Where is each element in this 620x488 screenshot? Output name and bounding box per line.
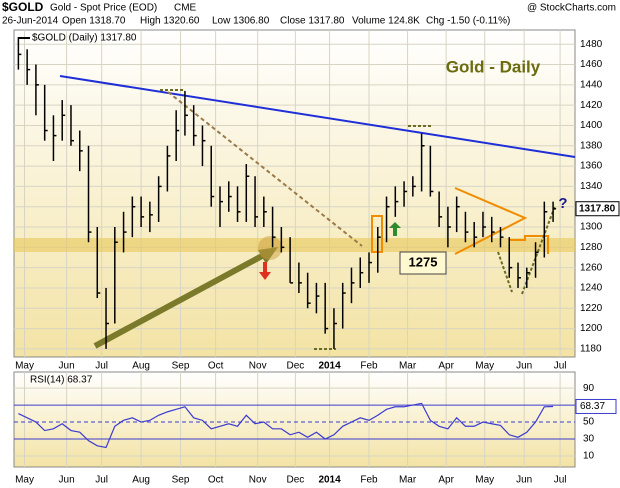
annotations: 1275 ? Gold - Daily $GOLD (Daily) 1317.8… [14,33,576,386]
x-tick-label: May [475,475,494,486]
x-tick-label: Jun [516,361,532,372]
y-tick-label: 10 [583,451,595,462]
question: ? [558,195,567,212]
y-tick-label: 1220 [580,303,603,314]
y-tick-label: 1360 [580,161,603,172]
x-tick-label: Apr [438,475,454,486]
grid [14,30,575,467]
x-tick-label: Dec [286,475,304,486]
resistance-line [59,75,576,158]
rsi-legend: RSI(14) 68.37 [30,375,93,386]
x-tick-label: Sep [172,475,190,486]
x-tick-label: Jun [59,361,75,372]
y-tick-label: 1340 [580,181,603,192]
level-box [399,251,447,275]
x-tick-label: Jul [554,475,567,486]
volume: Volume 124.8K [352,16,420,27]
y-tick-label: 1260 [580,262,603,273]
y-tick-label: 1480 [580,39,603,50]
x-tick-label: Feb [360,475,378,486]
x-tick-label: Jul [554,361,567,372]
x-tick-label: Aug [132,361,150,372]
x-tick-label: Mar [399,361,417,372]
y-tick-label: 1300 [580,222,603,233]
y-tick-label: 1180 [580,344,602,355]
x-tick-label: 2014 [318,361,341,372]
close: Close 1317.80 [280,16,345,27]
x-tick-label: May [475,361,494,372]
chart-title: Gold - Daily [446,57,541,76]
up-arrow [389,222,401,236]
y-tick-label: 1380 [580,140,603,151]
y-tick-label: 50 [583,417,595,428]
y-tick-label: 1460 [580,59,603,70]
rsi-tag-label: 68.37 [580,401,605,412]
open: Open 1318.70 [62,16,126,27]
y-tick-label: 30 [583,434,595,445]
price-tag [575,201,620,217]
level-label: 1275 [409,254,438,269]
date: 26-Jun-2014 [2,16,59,27]
x-tick-label: Dec [286,361,304,372]
x-tick-label: May [15,475,34,486]
y-tick-label: 1440 [580,79,603,90]
x-tick-label: Feb [360,361,378,372]
x-tick-label: May [15,361,34,372]
rsi-tag [575,398,617,414]
box [371,215,383,253]
box [510,235,549,254]
x-tick-label: 2014 [318,475,341,486]
ohlc-bars [17,37,557,349]
x-tick-label: Aug [132,475,150,486]
triangle [454,187,528,255]
change: Chg -1.50 (-0.11%) [426,16,510,27]
symbol: $GOLD [2,0,44,14]
uptrend-arrow [93,253,264,349]
y-tick-label: 1420 [580,100,603,111]
price-tag-label: 1317.80 [579,203,616,214]
x-tick-label: Jun [59,475,75,486]
dashed-arrow [497,251,513,293]
source: @ StockCharts.com [527,3,616,14]
y-tick-label: 1400 [580,120,603,131]
x-tick-label: Sep [172,361,190,372]
x-tick-label: Jul [95,475,108,486]
x-tick-label: Apr [438,361,454,372]
rsi-line [18,402,554,449]
support-band [14,238,575,252]
high: High 1320.60 [140,16,200,27]
x-tick-label: Mar [399,475,417,486]
x-tick-label: Oct [208,361,224,372]
x-tick-label: Oct [208,475,224,486]
y-tick-label: 1280 [580,242,603,253]
low: Low 1306.80 [212,16,270,27]
y-tick-label: 1240 [580,283,603,294]
name: Gold - Spot Price (EOD) [50,3,157,14]
x-tick-label: Jul [95,361,108,372]
y-tick-label: 90 [583,383,595,394]
highlight [258,236,282,260]
legend: $GOLD (Daily) 1317.80 [32,33,137,44]
rsi-panel [13,371,576,468]
x-tick-label: Nov [249,475,267,486]
exchange: CME [174,3,197,14]
header: $GOLD Gold - Spot Price (EOD) CME @ Stoc… [2,0,616,26]
y-tick-label: 1200 [580,323,603,334]
x-tick-label: Jun [516,475,532,486]
down-arrow [259,262,271,280]
dashed-trend [167,91,363,247]
x-tick-label: Nov [249,361,267,372]
